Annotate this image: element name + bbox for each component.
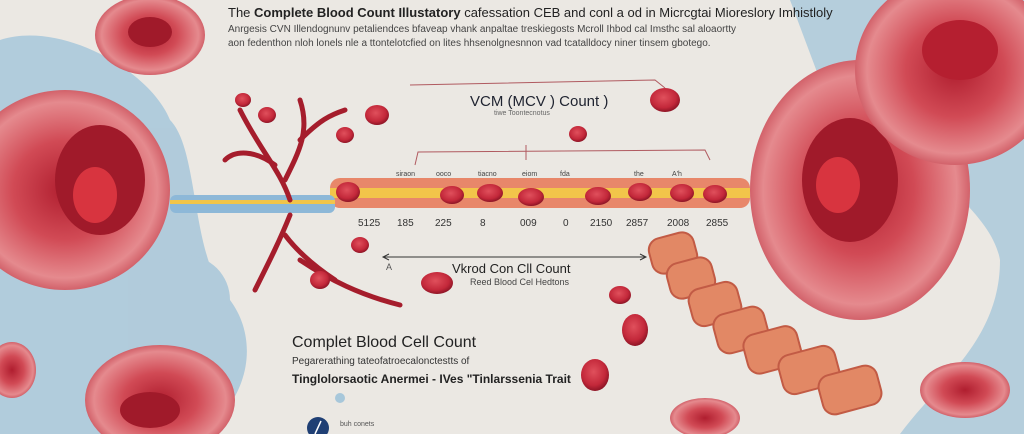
mcv-title: VCM (MCV ) Count ) — [470, 93, 609, 110]
vessel-number: 225 — [435, 218, 452, 229]
mcv-subtitle: tiwe Toontecnotus — [494, 110, 550, 117]
vessel-number: 2855 — [706, 218, 729, 229]
vessel-label: ooco — [436, 171, 452, 178]
vessel-number: 8 — [480, 218, 486, 229]
header-line-1: The Complete Blood Count Illustatory caf… — [228, 5, 833, 20]
rouleaux-cells — [647, 231, 883, 416]
red-blood-cell-large-left — [0, 90, 170, 290]
vessel-number: 5125 — [358, 218, 381, 229]
vessel-number: 2008 — [667, 218, 690, 229]
vessel-label: fda — [560, 171, 570, 178]
floating-cells — [235, 88, 680, 391]
red-blood-cell-bottom — [0, 342, 1010, 434]
annotation-lines — [409, 79, 711, 166]
count-arrow — [381, 253, 648, 261]
vessel-number: 2150 — [590, 218, 613, 229]
header-line-2: Anrgesis CVN Illendognunv petaliendces b… — [228, 24, 737, 35]
vessel-label: eiom — [522, 171, 538, 178]
vessel-number: 2857 — [626, 218, 649, 229]
vessel-label: the — [634, 171, 644, 178]
red-blood-cell-top-right — [855, 0, 1024, 165]
cbc-subtitle: Pegarerathing tateofatroecalonctestts of — [292, 356, 470, 367]
footer-note: buh conets — [340, 421, 375, 428]
cbc-title: Complet Blood Cell Count — [292, 334, 477, 351]
dot-decoration — [335, 393, 345, 403]
count-title: Vkrod Con Cll Count — [452, 261, 571, 276]
cannula — [170, 195, 335, 213]
pen-icon — [307, 417, 329, 434]
vessel-number: 009 — [520, 218, 537, 229]
blood-vessel — [330, 178, 750, 208]
header-line-3: aon fedenthon nloh lonels nle a ttontelo… — [228, 38, 711, 49]
cbc-trait: Tinglolorsaotic Anermei - IVes "Tinlarss… — [292, 372, 571, 386]
vessel-number: 185 — [397, 218, 414, 229]
vessel-label: tiacno — [478, 171, 497, 178]
count-marker: A — [386, 262, 393, 272]
count-subtitle: Reed Blood Cel Hedtons — [470, 277, 570, 287]
capillary-tree — [222, 97, 403, 308]
vessel-label: A'h — [672, 171, 682, 178]
vessel-label: siraon — [396, 171, 416, 178]
vessel-number: 0 — [563, 218, 569, 229]
red-blood-cell-top-left — [95, 0, 205, 75]
